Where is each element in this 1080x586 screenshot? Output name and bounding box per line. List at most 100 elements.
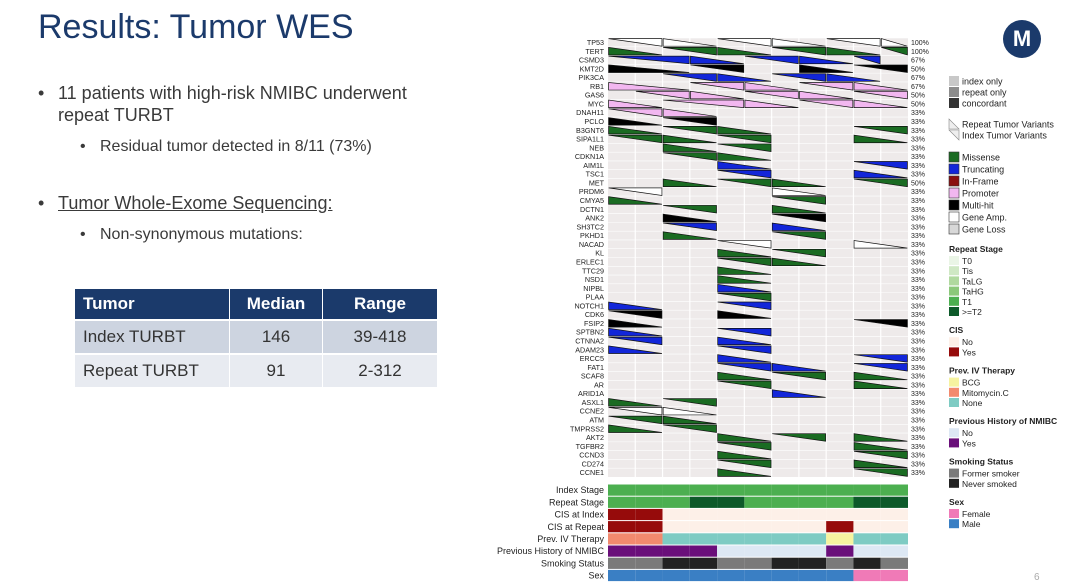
- gene-label: B3GNT6: [576, 126, 604, 135]
- gene-percent: 33%: [911, 321, 925, 328]
- gene-label: AR: [594, 380, 604, 389]
- gene-percent: 33%: [911, 426, 925, 433]
- track-cell: [744, 508, 772, 521]
- variant-triangle: [853, 371, 908, 381]
- variant-triangle: [799, 55, 853, 65]
- table-cell: 39-418: [322, 319, 437, 354]
- track-cell: [635, 545, 663, 557]
- variant-triangle: [771, 389, 826, 398]
- gene-label: PKHD1: [580, 231, 604, 240]
- variant-triangle: [853, 134, 908, 144]
- gene-percent: 33%: [911, 418, 925, 425]
- legend-label: TaLG: [962, 276, 982, 286]
- variant-triangle: [771, 222, 826, 231]
- track-cell: [853, 545, 881, 557]
- legend-swatch: [949, 266, 959, 276]
- variant-triangle: [608, 99, 662, 108]
- gene-label: FSIP2: [584, 319, 604, 328]
- track-cell: [635, 484, 663, 496]
- track-cell: [771, 521, 799, 533]
- gene-label: CSMD3: [579, 56, 604, 65]
- legend-label: Tis: [962, 266, 973, 276]
- track-cell: [662, 569, 690, 582]
- track-cell: [689, 545, 718, 557]
- variant-triangle: [717, 266, 772, 275]
- variant-triangle: [690, 90, 744, 100]
- variant-triangle: [608, 46, 662, 56]
- legend-label: Male: [962, 519, 981, 529]
- variant-triangle: [771, 205, 826, 214]
- gene-percent: 67%: [911, 58, 925, 65]
- variant-triangle: [717, 363, 772, 372]
- gene-percent: 33%: [911, 382, 925, 389]
- track-cell: [771, 484, 799, 496]
- variant-triangle: [608, 196, 662, 205]
- legend-label: >=T2: [962, 307, 982, 317]
- gene-label: SCAF8: [581, 372, 604, 381]
- track-label: Sex: [588, 571, 604, 581]
- legend-label: Missense: [962, 153, 1000, 163]
- gene-percent: 33%: [911, 233, 925, 240]
- gene-percent: 33%: [911, 163, 925, 170]
- variant-triangle: [853, 82, 908, 91]
- legend-swatch: [949, 509, 959, 518]
- track-label: Smoking Status: [541, 558, 605, 568]
- table-row: Repeat TURBT 91 2-312: [75, 353, 437, 387]
- gene-percent: 100%: [911, 49, 929, 56]
- gene-label: TSC1: [586, 170, 604, 179]
- bullet-nonsyn: Non-synonymous mutations:: [38, 224, 458, 246]
- bullet-residual: Residual tumor detected in 8/11 (73%): [38, 136, 458, 158]
- track-cell: [853, 569, 881, 582]
- track-cell: [798, 569, 827, 582]
- legend-swatch: [949, 76, 959, 86]
- table-cell: 91: [229, 353, 323, 387]
- track-cell: [635, 521, 663, 533]
- variant-triangle: [717, 284, 772, 293]
- gene-percent: 33%: [911, 312, 925, 319]
- variant-triangle: [608, 64, 690, 73]
- variant-triangle: [826, 73, 881, 82]
- gene-label: CCNE1: [580, 468, 604, 477]
- gene-label: ERCC5: [580, 354, 604, 363]
- gene-percent: 33%: [911, 110, 925, 117]
- gene-label: TTC29: [582, 266, 604, 275]
- gene-percent: 33%: [911, 391, 925, 398]
- variant-triangle: [771, 257, 826, 267]
- track-cell: [771, 508, 799, 521]
- variant-triangle: [853, 380, 908, 389]
- variant-triangle: [771, 38, 826, 47]
- gene-label: TMPRSS2: [570, 424, 604, 433]
- legend-swatch: [949, 438, 959, 448]
- variant-triangle: [826, 46, 881, 56]
- variant-triangle: [663, 222, 717, 231]
- legend-swatch: [949, 87, 959, 97]
- variant-triangle: [717, 248, 772, 258]
- variant-triangle: [662, 213, 717, 223]
- legend-label: Mitomycin.C: [962, 388, 1009, 398]
- gene-percent: 33%: [911, 128, 925, 135]
- track-cell: [880, 521, 908, 533]
- variant-triangle: [717, 292, 772, 302]
- variant-triangle: [717, 442, 772, 451]
- legend-swatch: [949, 387, 959, 397]
- track-cell: [798, 521, 827, 533]
- gene-label: CMYA5: [580, 196, 604, 205]
- legend-swatch: [948, 187, 960, 199]
- track-cell: [608, 533, 636, 545]
- variant-triangle: [772, 231, 826, 240]
- gene-label: NEB: [589, 143, 604, 152]
- variant-triangle: [854, 161, 908, 170]
- gene-percent: 33%: [911, 198, 925, 205]
- track-cell: [689, 508, 718, 521]
- gene-label: RB1: [590, 82, 604, 91]
- gene-percent: 33%: [911, 453, 925, 460]
- track-cell: [826, 484, 854, 496]
- track-label: Prev. IV Therapy: [537, 534, 604, 544]
- variant-triangle: [608, 38, 663, 47]
- variant-triangle: [635, 90, 690, 100]
- gene-percent: 33%: [911, 330, 925, 337]
- gene-label: ASXL1: [582, 398, 604, 407]
- variant-triangle: [608, 415, 663, 425]
- gene-label: GAS6: [585, 91, 604, 100]
